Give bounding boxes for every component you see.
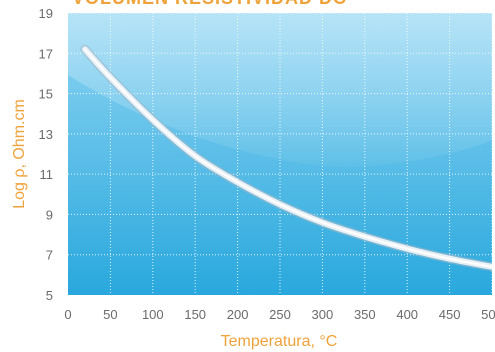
y-tick-label: 13 xyxy=(39,127,53,142)
x-axis-ticks: 0 50 100 150 200 250 300 350 400 450 500 xyxy=(64,307,495,322)
x-tick-label: 250 xyxy=(269,307,291,322)
y-tick-label: 11 xyxy=(40,167,54,182)
y-tick-label: 19 xyxy=(39,6,53,21)
y-axis-title: Log ρ, Ohm.cm xyxy=(11,99,28,209)
data-point xyxy=(151,118,154,121)
x-axis-title: Temperatura, °C xyxy=(221,333,338,350)
x-tick-label: 300 xyxy=(312,307,334,322)
series-line-highlight xyxy=(84,48,492,268)
x-tick-label: 100 xyxy=(142,307,164,322)
data-point xyxy=(236,181,239,184)
y-tick-label: 17 xyxy=(39,46,53,61)
data-point xyxy=(406,247,409,250)
x-tick-label: 200 xyxy=(227,307,249,322)
x-tick-label: 350 xyxy=(354,307,376,322)
x-tick-label: 50 xyxy=(103,307,117,322)
x-tick-label: 0 xyxy=(64,307,71,322)
data-point xyxy=(363,235,366,238)
plot-gloss xyxy=(68,13,492,167)
plot-area xyxy=(68,12,494,295)
data-point xyxy=(194,155,197,158)
y-tick-label: 7 xyxy=(46,248,53,263)
series-layer xyxy=(80,44,494,272)
y-tick-label: 15 xyxy=(39,87,53,102)
y-axis-ticks: 5 7 9 11 13 15 17 19 xyxy=(39,6,53,303)
data-point xyxy=(321,221,324,224)
chart-title: VOLUMEN RESISTIVIDAD DC xyxy=(72,0,347,8)
x-tick-label: 450 xyxy=(439,307,461,322)
data-point xyxy=(448,257,451,260)
x-tick-label: 400 xyxy=(396,307,418,322)
data-point xyxy=(491,265,494,268)
x-tick-label: 150 xyxy=(184,307,206,322)
data-point xyxy=(83,48,86,51)
data-point xyxy=(279,203,282,206)
y-tick-label: 5 xyxy=(46,288,53,303)
x-tick-label: 500 xyxy=(481,307,495,322)
data-point xyxy=(109,76,112,79)
y-tick-label: 9 xyxy=(46,207,53,222)
